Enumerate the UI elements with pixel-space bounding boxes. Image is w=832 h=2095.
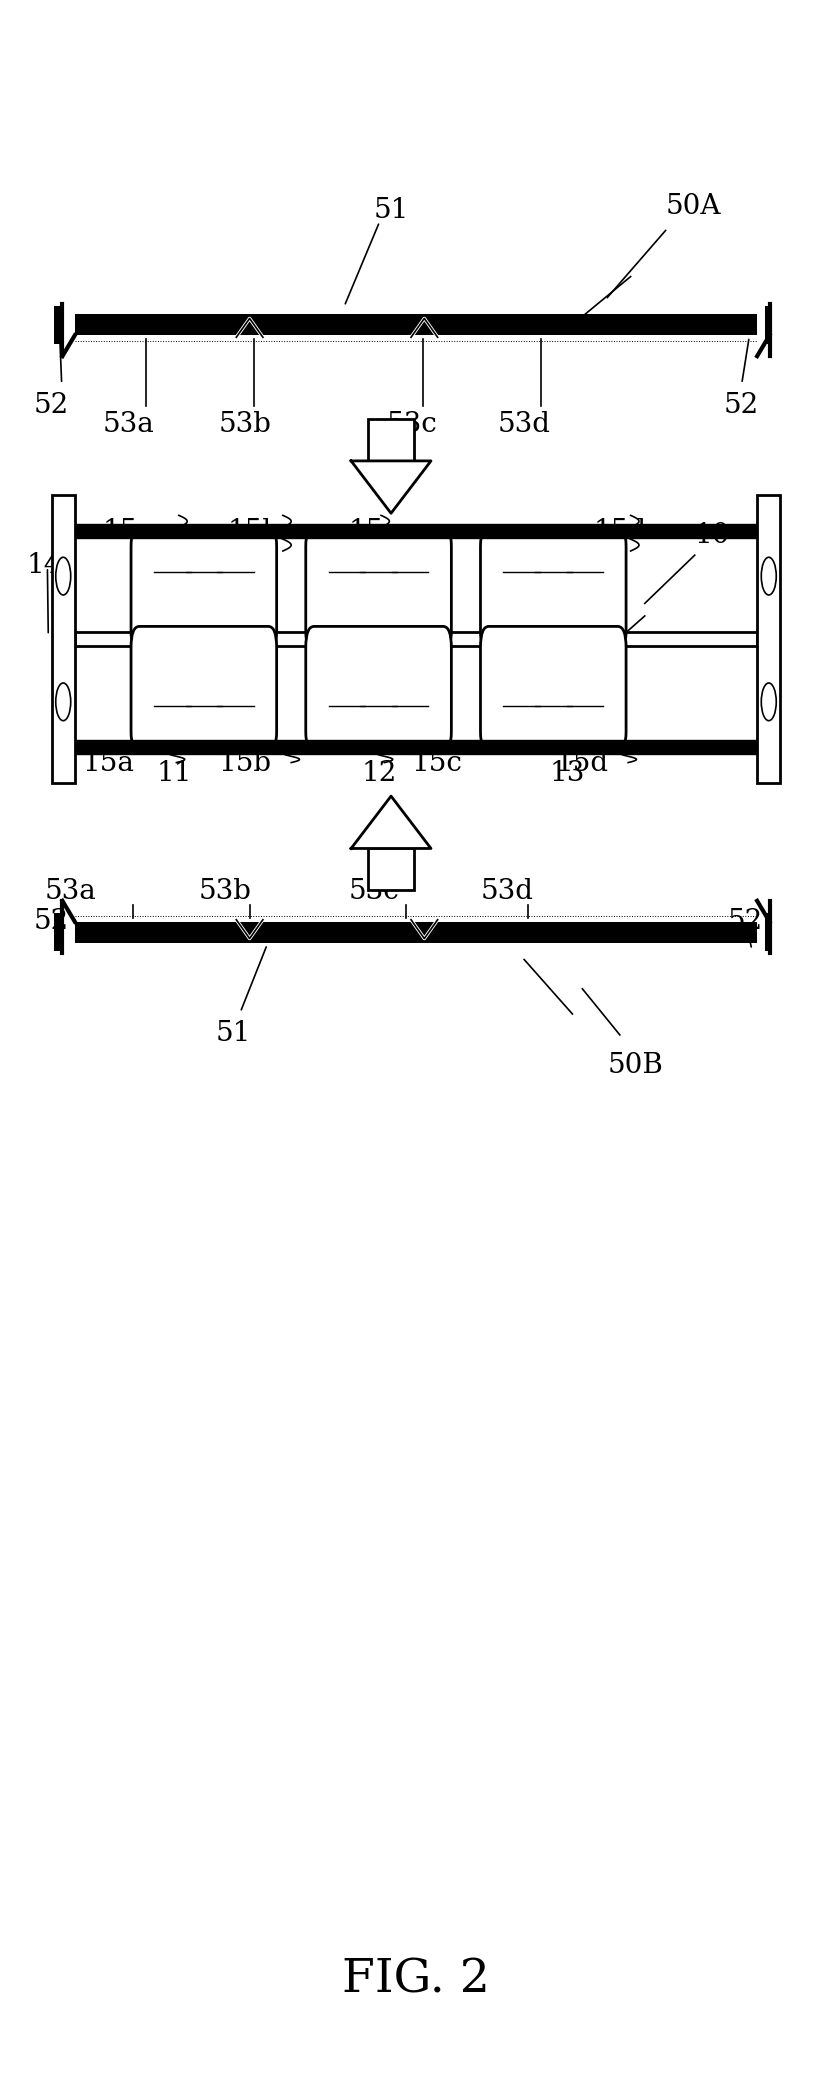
Text: 12: 12 [362, 760, 397, 788]
Bar [52, 494, 75, 784]
FancyBboxPatch shape [305, 626, 451, 752]
FancyBboxPatch shape [305, 526, 451, 652]
Circle shape [56, 683, 71, 721]
Text: 14: 14 [27, 553, 62, 578]
Polygon shape [351, 796, 431, 848]
Text: 53b: 53b [198, 878, 251, 905]
Text: 11: 11 [157, 760, 192, 788]
Bar [765, 913, 772, 951]
Bar [368, 848, 414, 890]
FancyBboxPatch shape [481, 626, 626, 752]
FancyBboxPatch shape [481, 526, 626, 652]
Circle shape [761, 683, 776, 721]
Text: 10: 10 [695, 522, 730, 549]
Text: 15b: 15b [219, 750, 272, 777]
Bar [75, 314, 757, 335]
Text: 50A: 50A [666, 193, 721, 220]
Text: 52: 52 [724, 392, 759, 419]
Bar [75, 740, 757, 754]
Text: 53b: 53b [219, 411, 272, 438]
Text: 52: 52 [33, 909, 68, 934]
Text: 15a: 15a [103, 517, 155, 545]
Text: 51: 51 [374, 197, 409, 224]
Text: 15a: 15a [82, 750, 134, 777]
Text: 53d: 53d [498, 411, 551, 438]
Text: 15c: 15c [349, 517, 400, 545]
Text: FIG. 2: FIG. 2 [342, 1957, 490, 2003]
Text: 53a: 53a [103, 411, 155, 438]
Text: 52: 52 [33, 392, 68, 419]
Bar [757, 494, 780, 784]
FancyBboxPatch shape [131, 626, 276, 752]
Text: 51: 51 [215, 1020, 250, 1048]
Circle shape [761, 557, 776, 595]
Circle shape [56, 557, 71, 595]
Text: 15d: 15d [556, 750, 609, 777]
Text: 53a: 53a [45, 878, 97, 905]
Text: 52: 52 [728, 909, 763, 934]
Bar [54, 306, 62, 344]
Text: 53c: 53c [387, 411, 437, 438]
FancyBboxPatch shape [131, 526, 276, 652]
Bar [368, 419, 414, 461]
Bar [75, 633, 757, 645]
Bar [75, 922, 757, 943]
Polygon shape [351, 461, 431, 513]
Text: 15d: 15d [593, 517, 646, 545]
Text: 53c: 53c [349, 878, 399, 905]
Bar [75, 524, 757, 538]
Text: 50B: 50B [607, 1052, 663, 1079]
Text: 15b: 15b [227, 517, 280, 545]
Text: 13: 13 [550, 760, 585, 788]
Text: 15c: 15c [411, 750, 463, 777]
Text: 53d: 53d [481, 878, 534, 905]
Bar [765, 306, 772, 344]
Bar [54, 913, 62, 951]
